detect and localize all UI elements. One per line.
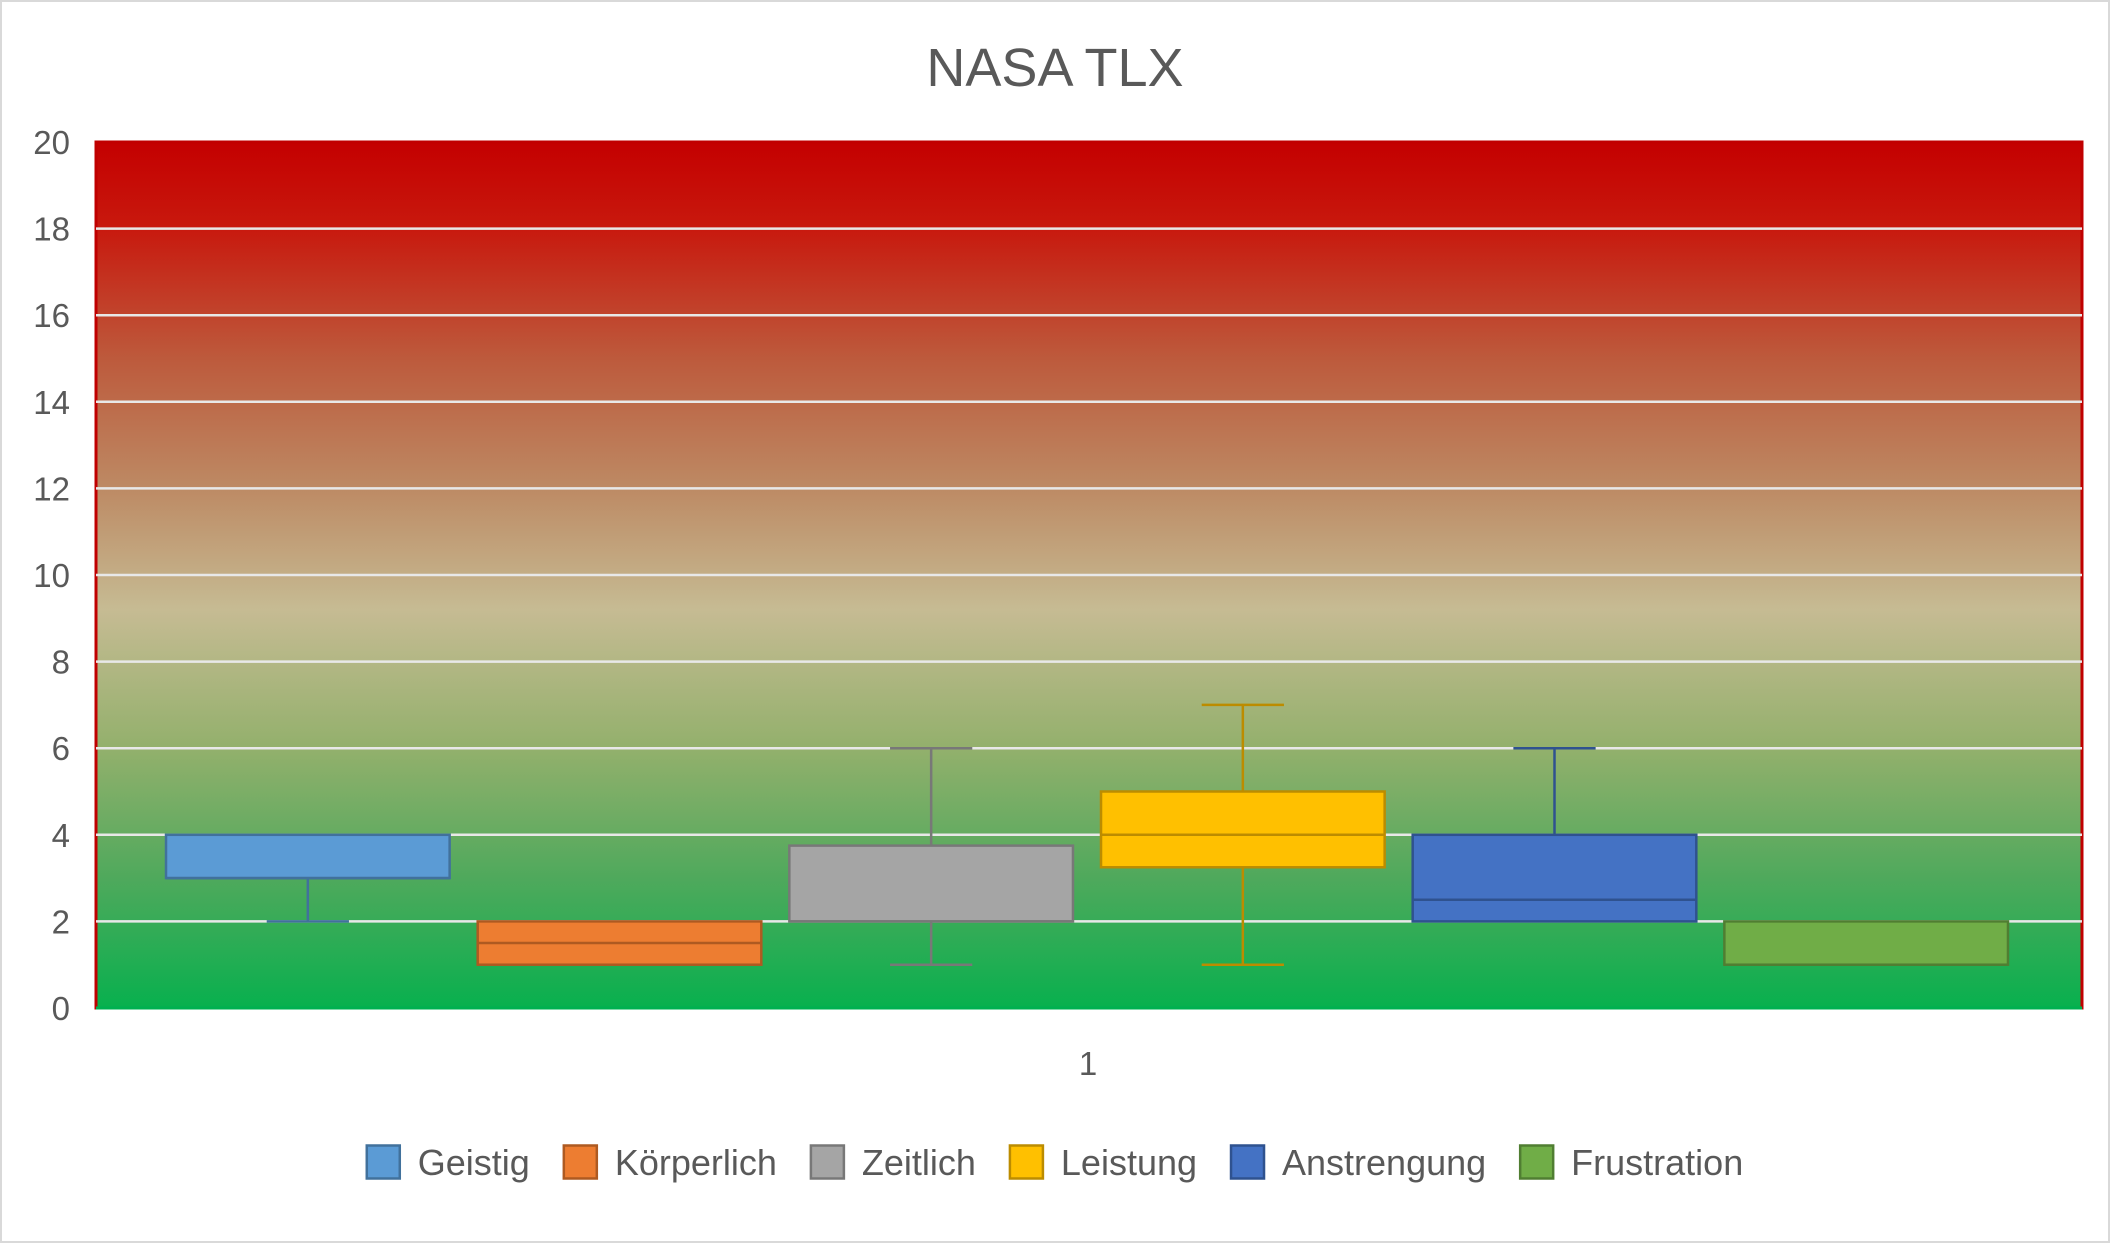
legend-swatch: [365, 1144, 402, 1180]
chart-title: NASA TLX: [926, 38, 1183, 98]
legend-swatch: [1008, 1144, 1045, 1180]
legend-label: Körperlich: [615, 1142, 777, 1183]
legend-swatch: [809, 1144, 846, 1180]
legend-label: Zeitlich: [862, 1142, 976, 1183]
box-geistig: [164, 833, 451, 923]
legend-swatch: [1518, 1144, 1555, 1180]
y-tick-label: 4: [52, 817, 70, 854]
legend-item-geistig: Geistig: [365, 1142, 530, 1183]
y-axis-ticks: 0 2 4 6 8 10 12 14 16 18 20: [33, 124, 70, 1027]
box-anstrengung: [1411, 746, 1698, 923]
y-tick-label: 8: [52, 644, 70, 681]
box-iqr: [1411, 833, 1698, 923]
y-tick-label: 6: [52, 730, 70, 767]
box-iqr: [1099, 790, 1386, 869]
legend-swatch: [1229, 1144, 1266, 1180]
box-series: [164, 703, 2010, 966]
box-iqr: [788, 844, 1075, 923]
legend-item-anstrengung: Anstrengung: [1229, 1142, 1486, 1183]
legend-label: Anstrengung: [1282, 1142, 1486, 1183]
y-tick-label: 2: [52, 903, 70, 940]
y-tick-label: 10: [33, 557, 70, 594]
x-axis-category-label: 1: [1079, 1045, 1097, 1082]
box-leistung: [1099, 703, 1386, 966]
legend-label: Frustration: [1571, 1142, 1743, 1183]
y-tick-label: 18: [33, 211, 70, 248]
box-körperlich: [476, 920, 763, 966]
y-tick-label: 20: [33, 124, 70, 161]
legend-item-zeitlich: Zeitlich: [809, 1142, 976, 1183]
box-iqr: [1723, 920, 2010, 966]
legend-item-körperlich: Körperlich: [562, 1142, 777, 1183]
y-tick-label: 12: [33, 470, 70, 507]
legend-label: Geistig: [418, 1142, 530, 1183]
legend-swatch: [562, 1144, 599, 1180]
box-frustration: [1723, 920, 2010, 966]
legend-item-frustration: Frustration: [1518, 1142, 1743, 1183]
box-iqr: [164, 833, 451, 880]
box-zeitlich: [788, 746, 1075, 966]
y-tick-label: 0: [52, 990, 70, 1027]
legend-label: Leistung: [1061, 1142, 1197, 1183]
legend-item-leistung: Leistung: [1008, 1142, 1197, 1183]
y-tick-label: 14: [33, 384, 70, 421]
legend: Geistig Körperlich Zeitlich Leistung Anstren…: [365, 1142, 1743, 1183]
y-tick-label: 16: [33, 297, 70, 334]
